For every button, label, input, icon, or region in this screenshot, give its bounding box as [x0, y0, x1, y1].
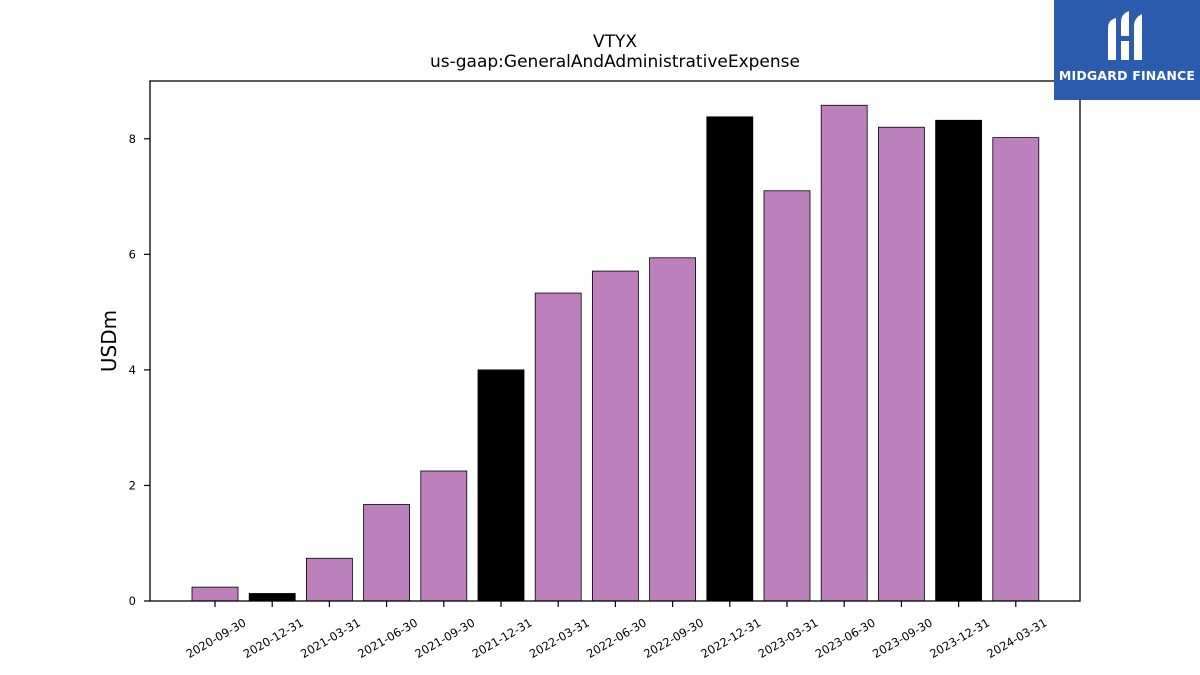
bar-2020-09-30	[191, 586, 239, 602]
x-axis: 2020-09-302020-12-312021-03-312021-06-30…	[184, 601, 1049, 661]
bar-2023-03-31	[763, 190, 811, 602]
x-tick-label: 2022-03-31	[527, 615, 592, 661]
y-tick-label: 8	[129, 132, 136, 146]
y-tick-label: 6	[129, 247, 136, 261]
plot-frame	[149, 80, 1081, 602]
midgard-logo-icon	[1108, 11, 1142, 60]
bar-2021-06-30	[363, 504, 411, 602]
chart-subtitle: us-gaap:GeneralAndAdministrativeExpense	[430, 52, 800, 72]
logo-text: MIDGARD FINANCE	[1058, 68, 1196, 83]
x-tick-label: 2021-03-31	[298, 615, 363, 661]
x-tick-label: 2023-12-31	[927, 615, 992, 661]
bar-2023-06-30	[820, 104, 868, 602]
x-tick-label: 2023-03-31	[756, 615, 821, 661]
x-tick-label: 2021-06-30	[355, 615, 420, 661]
x-tick-label: 2024-03-31	[984, 615, 1049, 661]
x-tick-label: 2022-12-31	[698, 615, 763, 661]
y-axis-label: USDm	[97, 310, 121, 372]
y-tick-label: 2	[129, 478, 136, 492]
x-tick-label: 2020-09-30	[184, 615, 249, 661]
bar-2023-12-31	[935, 119, 982, 602]
bar-2021-03-31	[305, 557, 353, 602]
bars-group	[191, 104, 1040, 602]
bar-2021-09-30	[420, 470, 468, 602]
x-tick-label: 2020-12-31	[241, 615, 306, 661]
x-tick-label: 2021-09-30	[412, 615, 477, 661]
chart-title: VTYX	[592, 32, 638, 52]
y-tick-label: 4	[129, 363, 136, 377]
midgard-finance-logo: MIDGARD FINANCE	[1054, 0, 1200, 100]
y-axis: 0 2 4 6 8	[129, 132, 150, 608]
bar-2021-12-31	[477, 369, 525, 602]
y-tick-label: 0	[129, 594, 136, 608]
x-tick-label: 2023-09-30	[870, 615, 935, 661]
bar-2022-06-30	[592, 270, 639, 602]
bar-2022-12-31	[706, 116, 754, 602]
x-tick-label: 2022-09-30	[641, 615, 706, 661]
x-tick-label: 2021-12-31	[470, 615, 535, 661]
x-tick-label: 2022-06-30	[584, 615, 649, 661]
bar-2023-09-30	[878, 126, 925, 602]
bar-2024-03-31	[992, 137, 1040, 602]
bar-2022-09-30	[649, 257, 696, 602]
bar-2020-12-31	[248, 593, 296, 602]
bar-2022-03-31	[534, 292, 582, 602]
x-tick-label: 2023-06-30	[813, 615, 878, 661]
